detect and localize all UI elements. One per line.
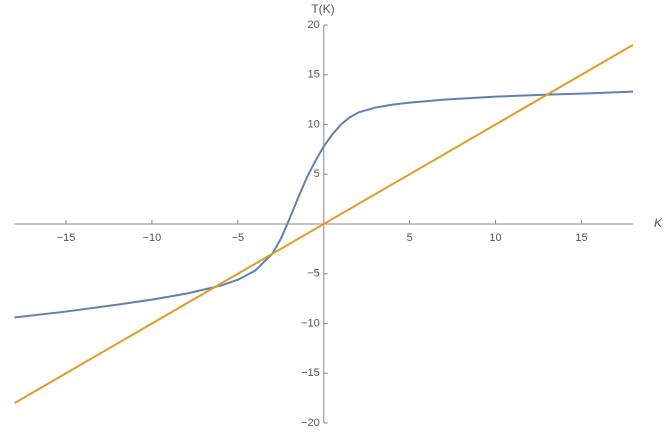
line [13,44,634,404]
y-tick-label: 5 [314,168,320,180]
y-tick-label: 10 [308,118,320,130]
x-tick-label: −15 [57,232,76,244]
y-tick-label: −10 [301,317,320,329]
x-axis-label: K [654,216,663,230]
y-tick-label: 15 [308,69,320,81]
line [14,90,634,319]
x-tick-label: 15 [575,232,587,244]
y-tick-label: −20 [301,417,320,429]
y-tick-label: −15 [301,367,320,379]
x-tick-label: 5 [407,232,413,244]
y-axis-label: T(K) [311,2,334,16]
x-tick-label: −10 [143,232,162,244]
y-tick-label: −5 [307,268,320,280]
y-tick-label: 20 [308,19,320,31]
x-tick-label: 10 [489,232,501,244]
x-tick-label: −5 [232,232,245,244]
